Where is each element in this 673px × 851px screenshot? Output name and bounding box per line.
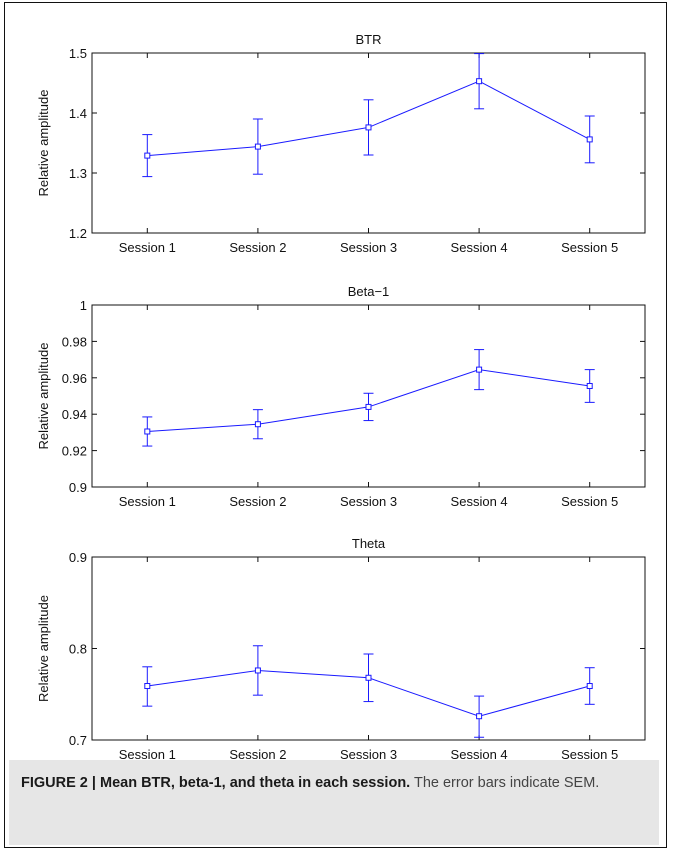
data-point: [254, 143, 261, 150]
data-point: [254, 421, 261, 428]
y-axis-label: Relative amplitude: [36, 343, 51, 450]
y-tick-label: 1.2: [69, 226, 87, 241]
chart-title: Theta: [352, 536, 386, 551]
y-tick-label: 1: [80, 298, 87, 313]
x-tick-label: Session 5: [561, 494, 618, 509]
chart-title: BTR: [356, 32, 382, 47]
chart-panel-1: BTR Relative amplitude 1.2 1.3 1.4 1.5 Session…: [36, 32, 646, 255]
data-point: [254, 667, 261, 674]
figure-plots: BTR Relative amplitude 1.2 1.3 1.4 1.5 Session…: [36, 32, 646, 760]
x-tick-label: Session 1: [119, 240, 176, 255]
y-tick-label: 0.94: [62, 407, 87, 422]
data-point: [586, 683, 593, 690]
y-tick-label: 1.5: [69, 46, 87, 61]
caption-text: The error bars indicate SEM.: [410, 775, 600, 791]
chart-panel-3: Theta Relative amplitude 0.7 0.8 0.9 Session …: [36, 536, 646, 760]
data-point: [586, 136, 593, 143]
x-tick-label: Session 3: [340, 240, 397, 255]
y-tick-label: 0.7: [69, 733, 87, 748]
y-axis-label: Relative amplitude: [36, 595, 51, 702]
data-point: [365, 674, 372, 681]
x-tick-label: Session 1: [119, 494, 176, 509]
x-tick-label: Session 4: [451, 494, 508, 509]
data-point: [144, 683, 151, 690]
data-point: [586, 382, 593, 389]
y-axis-label: Relative amplitude: [36, 90, 51, 197]
data-point: [365, 403, 372, 410]
y-tick-label: 0.98: [62, 334, 87, 349]
y-tick-label: 0.96: [62, 371, 87, 386]
data-point: [476, 713, 483, 720]
chart-title: Beta−1: [348, 284, 390, 299]
y-tick-label: 1.3: [69, 166, 87, 181]
x-tick-label: Session 4: [451, 240, 508, 255]
x-tick-label: Session 3: [340, 747, 397, 760]
x-tick-label: Session 1: [119, 747, 176, 760]
x-tick-label: Session 3: [340, 494, 397, 509]
data-point: [365, 124, 372, 131]
plot-area: [91, 556, 646, 741]
series-group: [142, 349, 595, 447]
data-point: [476, 366, 483, 373]
y-tick-label: 1.4: [69, 106, 87, 121]
caption-label: FIGURE 2 | Mean BTR, beta-1, and theta i…: [21, 775, 411, 791]
x-tick-label: Session 2: [229, 494, 286, 509]
x-tick-label: Session 5: [561, 240, 618, 255]
series-group: [142, 53, 595, 178]
figure-frame: [4, 2, 667, 848]
series-group: [142, 645, 595, 738]
data-point: [144, 428, 151, 435]
data-point: [144, 152, 151, 159]
x-tick-label: Session 2: [229, 240, 286, 255]
y-tick-label: 0.92: [62, 444, 87, 459]
x-tick-label: Session 4: [451, 747, 508, 760]
x-tick-label: Session 5: [561, 747, 618, 760]
chart-panel-2: Beta−1 Relative amplitude 0.9 0.92 0.94 0.96 0…: [36, 284, 646, 509]
x-tick-label: Session 2: [229, 747, 286, 760]
figure-caption: FIGURE 2 | Mean BTR, beta-1, and theta i…: [9, 760, 659, 845]
y-tick-label: 0.9: [69, 550, 87, 565]
y-tick-label: 0.9: [69, 480, 87, 495]
y-tick-label: 0.8: [69, 642, 87, 657]
data-point: [476, 78, 483, 85]
